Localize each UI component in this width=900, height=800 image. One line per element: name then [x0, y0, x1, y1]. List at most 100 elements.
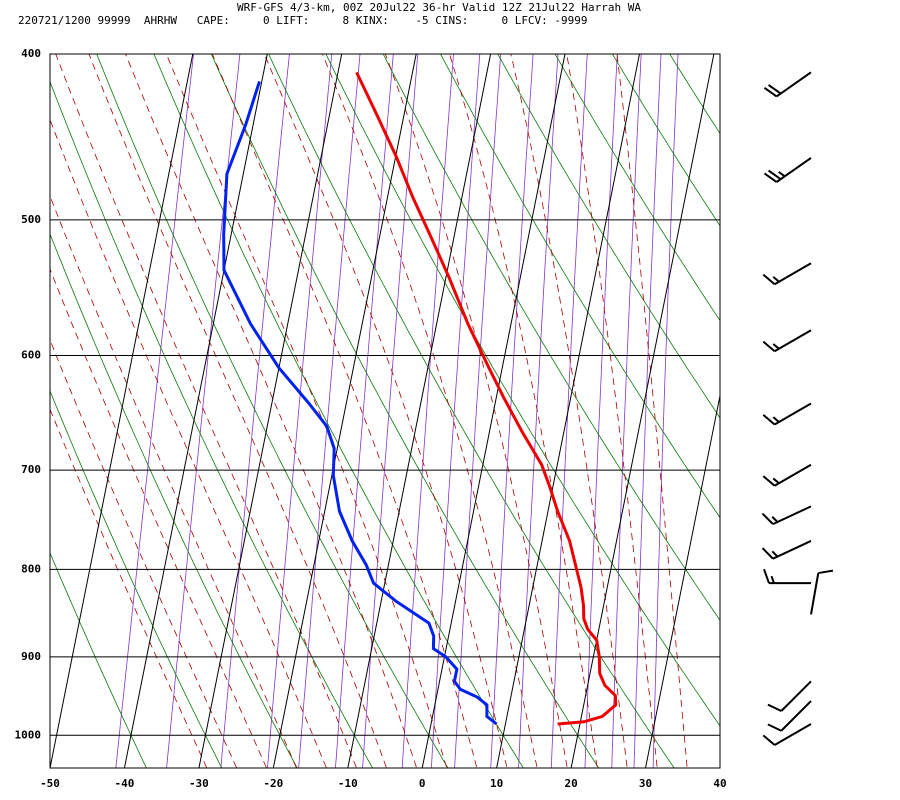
moist-adiabat-line — [88, 54, 387, 768]
x-tick-label: -40 — [115, 777, 135, 790]
dry-adiabat-line — [50, 551, 147, 768]
dry-adiabat-line — [268, 54, 675, 768]
mixing-ratio-line — [652, 54, 679, 768]
x-tick-label: -20 — [263, 777, 283, 790]
wind-barb — [767, 700, 812, 732]
y-tick-label: 800 — [21, 562, 41, 575]
chart-title: WRF-GFS 4/3-km, 00Z 20Jul22 36-hr Valid … — [237, 1, 641, 14]
isotherm-line — [347, 54, 492, 768]
wind-barb — [761, 540, 812, 560]
isotherm-line — [867, 16, 900, 779]
x-tick-label: 30 — [639, 777, 652, 790]
moist-adiabat-line — [125, 54, 418, 768]
dry-adiabat-line — [886, 35, 900, 778]
mixing-ratio-line — [298, 54, 361, 768]
wind-barb — [810, 569, 834, 615]
wind-barb — [762, 402, 812, 426]
mixing-ratio-line — [633, 54, 662, 768]
moist-adiabat-line — [50, 338, 238, 768]
temperature-profile — [355, 71, 618, 726]
moist-adiabat-line — [55, 54, 357, 768]
isotherm-line — [272, 54, 417, 768]
isotherm-line — [421, 54, 566, 768]
dry-adiabat-line — [611, 54, 720, 227]
x-tick-label: -50 — [40, 777, 60, 790]
y-tick-label: 700 — [21, 463, 41, 476]
dry-adiabat-line — [382, 54, 720, 621]
dry-adiabat-line — [50, 233, 298, 768]
isotherm-line — [570, 54, 715, 768]
dry-adiabat-line — [829, 35, 900, 778]
dry-adiabat-line — [554, 54, 720, 322]
wind-barb — [762, 463, 812, 487]
x-tick-label: 20 — [564, 777, 577, 790]
moist-adiabat-line — [50, 194, 297, 768]
x-tick-label: 0 — [419, 777, 426, 790]
mixing-ratio-line — [115, 54, 194, 768]
dry-adiabat-line — [669, 54, 720, 135]
isotherm-line — [50, 54, 194, 768]
isotherm-line — [719, 765, 720, 768]
y-tick-label: 1000 — [15, 728, 42, 741]
wind-barb — [763, 71, 812, 98]
mixing-ratio-line — [166, 54, 241, 768]
wind-barb — [762, 262, 812, 286]
x-tick-label: 40 — [713, 777, 726, 790]
dry-adiabat-line — [440, 54, 720, 519]
mixing-ratio-line — [267, 54, 333, 768]
sounding-indices: 220721/1200 99999 AHRHW CAPE: 0 LIFT: 8 … — [18, 14, 588, 27]
dry-adiabat-line — [325, 54, 720, 727]
dry-adiabat-line — [497, 54, 720, 419]
dry-adiabat-line — [96, 54, 449, 768]
mixing-ratio-line — [584, 54, 618, 768]
wind-barb — [763, 568, 811, 585]
moist-adiabat-line — [165, 54, 448, 768]
isotherm-line — [496, 54, 640, 768]
wind-barb — [762, 723, 812, 746]
plot-frame — [49, 53, 721, 769]
dry-adiabat-line — [50, 389, 223, 768]
mixing-ratio-line — [518, 54, 559, 768]
x-tick-label: 10 — [490, 777, 503, 790]
moist-adiabat-line — [50, 408, 208, 768]
wind-barb — [767, 680, 812, 712]
moist-adiabat-line — [510, 54, 628, 768]
moist-adiabat-line — [449, 54, 598, 768]
isotherm-line — [198, 54, 343, 768]
plot-area — [50, 16, 900, 779]
mixing-ratio-line — [430, 54, 481, 768]
mixing-ratio-line — [490, 54, 534, 768]
mixing-ratio-line — [454, 54, 502, 768]
moist-adiabat-line — [50, 118, 327, 768]
mixing-ratio-line — [362, 54, 419, 768]
y-tick-label: 400 — [21, 47, 41, 60]
dry-adiabat-line — [772, 35, 900, 778]
wind-barb — [762, 329, 812, 353]
x-tick-label: -30 — [189, 777, 209, 790]
mixing-ratio-line — [611, 54, 642, 768]
y-tick-label: 500 — [21, 213, 41, 226]
moist-adiabat-line — [263, 54, 508, 768]
moist-adiabat-line — [566, 54, 658, 768]
moist-adiabat-line — [384, 54, 568, 768]
moist-adiabat-line — [322, 54, 538, 768]
moist-adiabat-line — [50, 268, 267, 768]
dry-adiabat-line — [153, 54, 524, 768]
dry-adiabat-line — [50, 80, 374, 768]
wind-barb — [763, 157, 812, 183]
mixing-ratio-line — [334, 54, 394, 768]
wind-barb-column — [761, 71, 834, 746]
mixing-ratio-line — [220, 54, 290, 768]
moist-adiabat-line — [616, 54, 688, 768]
mixing-ratio-line — [550, 54, 588, 768]
wind-barb — [761, 505, 812, 526]
x-tick-label: -10 — [338, 777, 358, 790]
isotherm-line — [792, 16, 900, 779]
y-tick-label: 600 — [21, 348, 41, 361]
mixing-ratio-line — [401, 54, 454, 768]
sounding-header: WRF-GFS 4/3-km, 00Z 20Jul22 36-hr Valid … — [0, 0, 900, 32]
y-tick-label: 900 — [21, 650, 41, 663]
dry-adiabat-line — [715, 35, 900, 778]
dewpoint-profile — [222, 80, 498, 726]
